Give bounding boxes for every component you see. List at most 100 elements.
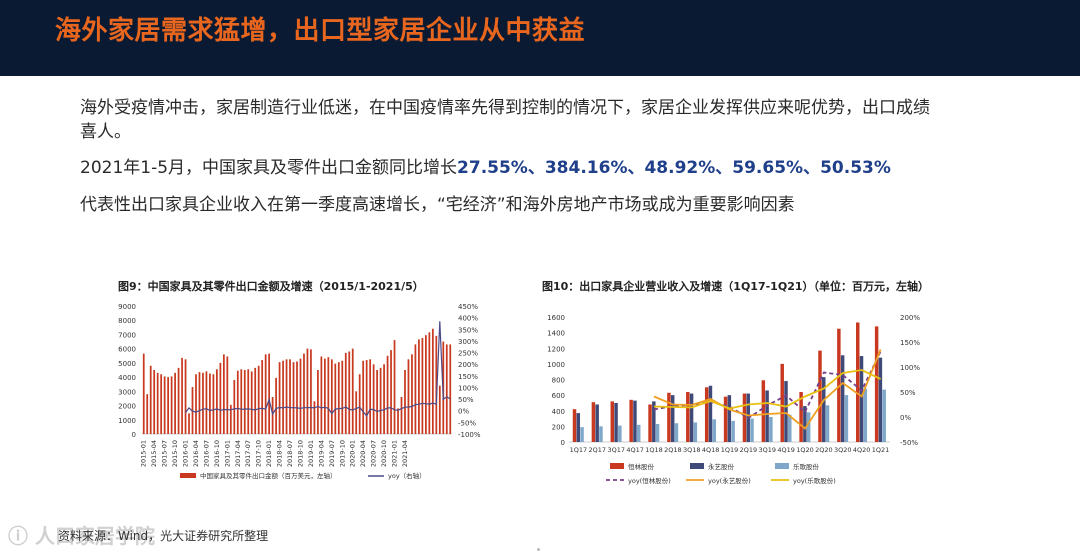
legend-label-export: 中国家具及其零件出口金额（百万美元，左轴） (200, 471, 337, 480)
export-bar (160, 374, 163, 434)
y-tick-label: 1600 (547, 314, 565, 322)
revenue-bar (859, 356, 864, 442)
x-tick-label: 2Q18 (664, 446, 682, 454)
revenue-bar (580, 427, 584, 442)
x-tick-label: 2021-04 (401, 440, 409, 467)
export-bar (261, 360, 264, 434)
export-bar (369, 359, 372, 434)
export-bar (365, 360, 368, 434)
legend-swatch (690, 463, 704, 469)
export-bar (414, 344, 417, 434)
y2-tick-label: 100% (458, 384, 478, 392)
export-bar (330, 359, 333, 434)
bullet-2: 2021年1-5月，中国家具及零件出口金额同比增长27.55%、384.16%、… (80, 156, 891, 180)
revenue-bar (806, 412, 811, 442)
export-bar (163, 376, 166, 434)
export-bar (358, 374, 361, 434)
export-bar (292, 362, 295, 434)
export-bar (202, 372, 204, 434)
x-tick-label: 2019-01 (307, 440, 315, 467)
x-tick-label: 1Q18 (645, 446, 663, 454)
y-tick-label: 6000 (118, 346, 136, 354)
x-tick-label: 4Q18 (702, 446, 720, 454)
x-tick-label: 2Q20 (815, 446, 833, 454)
revenue-bar (712, 419, 716, 442)
x-tick-label: 2020-04 (359, 440, 367, 467)
legend-label: yoy(乐歌股份) (793, 476, 836, 485)
y2-tick-label: 100% (900, 364, 920, 372)
x-tick-label: 3Q20 (834, 446, 852, 454)
y2-tick-label: -50% (900, 439, 918, 447)
revenue-bar (799, 392, 803, 442)
export-bar (320, 356, 323, 434)
source-note: 资料来源：Wind，光大证券研究所整理 (58, 529, 269, 543)
x-tick-label: 1Q20 (796, 446, 814, 454)
revenue-bar (818, 350, 822, 442)
y2-tick-label: 0% (458, 408, 469, 416)
revenue-bar (636, 424, 641, 442)
export-bar (348, 351, 351, 434)
watermark-text: 人口家居学院 (34, 524, 155, 548)
export-bar (289, 359, 291, 434)
x-tick-label: 2016-07 (202, 440, 210, 467)
export-bar (296, 361, 298, 434)
export-bar (400, 397, 403, 434)
y-tick-label: 1000 (547, 361, 565, 369)
bullet-1: 海外受疫情冲击，家居制造行业低迷，在中国疫情率先得到控制的情况下，家居企业发挥供… (80, 98, 930, 142)
revenue-bar (822, 377, 826, 442)
export-bar (177, 367, 180, 434)
x-tick-label: 2016-10 (213, 440, 221, 467)
legend-label: 乐歌股份 (793, 462, 820, 471)
export-bar (247, 369, 250, 434)
export-bar (327, 357, 330, 434)
export-bar (195, 374, 197, 434)
x-tick-label: 1Q17 (570, 446, 588, 454)
y-tick-label: 0 (561, 439, 565, 447)
export-bar (174, 372, 176, 434)
revenue-bar (882, 389, 886, 442)
y2-tick-label: 250% (458, 350, 478, 358)
y2-tick-label: 150% (458, 373, 478, 381)
bullet-2-text: 2021年1-5月，中国家具及零件出口金额同比增长 (80, 158, 458, 178)
export-bar (303, 353, 305, 434)
export-bar (418, 339, 420, 434)
legend-label: 恒林股份 (628, 462, 655, 471)
bullet-list: 海外受疫情冲击，家居制造行业低迷，在中国疫情率先得到控制的情况下，家居企业发挥供… (80, 96, 960, 215)
export-bar (243, 370, 246, 434)
x-tick-label: 2Q19 (740, 446, 758, 454)
page-indicator-dot (537, 548, 540, 551)
export-bar (156, 372, 159, 434)
export-bar (229, 404, 232, 434)
chart-1-title: 图9：中国家具及其零件出口金额及增速（2015/1-2021/5） (118, 280, 424, 293)
export-bar (323, 358, 326, 434)
y-tick-label: 1400 (547, 330, 565, 338)
revenue-bar (610, 401, 615, 442)
export-bar (334, 363, 337, 434)
export-bar (449, 344, 452, 434)
chart-1: 0 1000 2000 3000 4000 5000 6000 7000 8000 9000 450… (118, 303, 481, 480)
revenue-bar (765, 390, 769, 442)
legend-swatch-export (180, 473, 196, 478)
revenue-bar (840, 355, 845, 442)
export-bar (285, 359, 288, 434)
export-bar (438, 385, 441, 434)
y-tick-label: 2000 (118, 403, 136, 411)
x-tick-label: 2017-10 (255, 440, 263, 467)
y-tick-label: 4000 (118, 374, 136, 382)
x-tick-label: 3Q19 (758, 446, 776, 454)
revenue-bar (825, 405, 830, 442)
revenue-bar (856, 322, 860, 442)
export-bar (428, 332, 431, 434)
x-tick-label: 2018-01 (265, 440, 273, 467)
x-tick-label: 2017-01 (223, 440, 231, 467)
export-bar (184, 359, 187, 434)
revenue-bar (633, 400, 637, 442)
y2-tick-label: 50% (900, 389, 916, 397)
bullet-2-values: 27.55%、384.16%、48.92%、59.65%、50.53% (457, 158, 891, 178)
yoy-line (653, 369, 881, 410)
header-bar: 海外家居需求猛增，出口型家居企业从中获益 (0, 0, 1080, 76)
x-tick-label: 2021-01 (391, 440, 399, 467)
x-tick-label: 2017-04 (234, 440, 242, 467)
export-bar (379, 367, 382, 434)
x-tick-label: 3Q17 (607, 446, 625, 454)
